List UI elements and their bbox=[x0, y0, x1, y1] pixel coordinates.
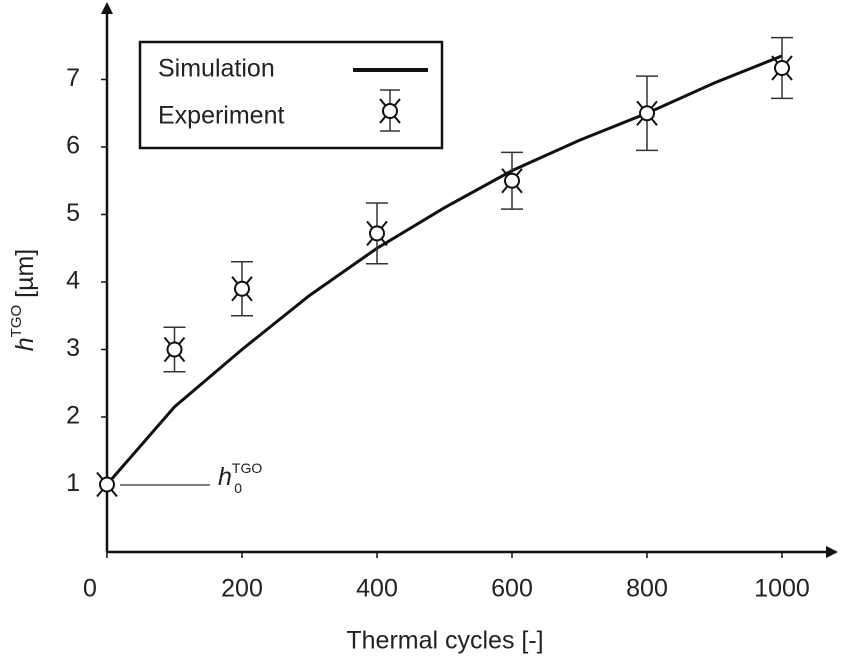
y-tick-label: 3 bbox=[66, 334, 80, 362]
data-point bbox=[99, 476, 115, 493]
legend-marker bbox=[382, 103, 398, 119]
simulation-line bbox=[105, 54, 783, 486]
y-tick-label: 6 bbox=[66, 132, 80, 160]
x-tick-label: 800 bbox=[626, 575, 668, 603]
annotation-sup: TGO bbox=[232, 460, 262, 476]
x-tick-label: 600 bbox=[491, 575, 533, 603]
y-label-unit: [µm] bbox=[11, 249, 39, 305]
y-label-sup: TGO bbox=[8, 305, 25, 338]
y-tick-label: 4 bbox=[66, 267, 80, 295]
data-point bbox=[639, 105, 655, 122]
x-axis-label: Thermal cycles [-] bbox=[346, 627, 543, 655]
y-tick-label: 1 bbox=[66, 469, 80, 497]
data-point bbox=[774, 60, 790, 77]
y-label-base: h bbox=[11, 337, 39, 351]
x-tick-label: 0 bbox=[83, 575, 97, 603]
data-point bbox=[504, 172, 520, 189]
y-axis-label: hTGO [µm] bbox=[8, 249, 39, 351]
annotation: hTGO 0 bbox=[218, 460, 262, 496]
data-point bbox=[369, 225, 385, 242]
data-point bbox=[234, 280, 250, 297]
annotation-sub: 0 bbox=[234, 480, 242, 496]
y-tick-label: 7 bbox=[66, 64, 80, 92]
x-tick-label: 400 bbox=[356, 575, 398, 603]
x-tick-label: 200 bbox=[221, 575, 263, 603]
y-tick-label: 2 bbox=[66, 402, 80, 430]
y-tick-label: 5 bbox=[66, 199, 80, 227]
data-point bbox=[166, 341, 183, 358]
legend-label: Simulation bbox=[158, 55, 275, 83]
annotation-base: h bbox=[218, 463, 232, 491]
x-tick-label: 1000 bbox=[754, 575, 810, 603]
legend-label: Experiment bbox=[158, 102, 284, 130]
